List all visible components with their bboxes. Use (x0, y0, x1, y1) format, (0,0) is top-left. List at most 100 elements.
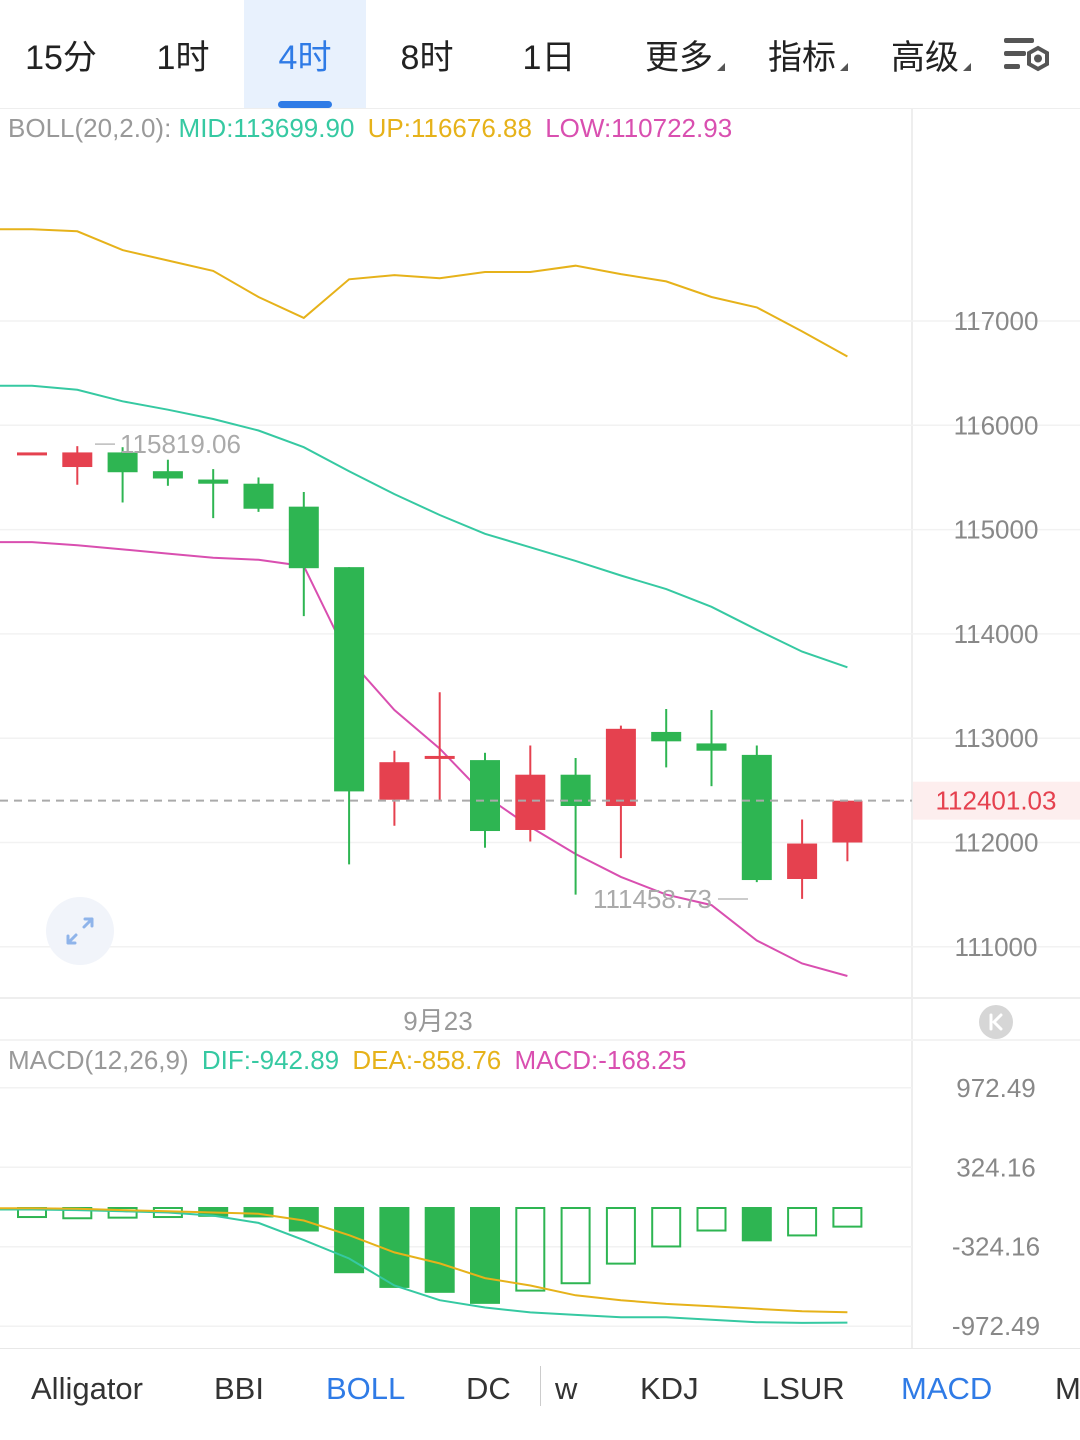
indicator-boll[interactable]: BOLL (326, 1371, 406, 1406)
indicator-dc[interactable]: DC (466, 1371, 511, 1406)
macd-bar-hollow (696, 1207, 727, 1232)
dropdown-corner-icon (717, 63, 725, 71)
macd-dif-line (0, 1208, 848, 1324)
macd-dea-line (0, 1207, 848, 1314)
candle-body-up (787, 843, 818, 880)
candle-body-up (379, 762, 410, 800)
candle-body-down (198, 479, 229, 484)
indicator-bbi[interactable]: BBI (214, 1371, 264, 1406)
tab-label: 15分 (25, 39, 97, 77)
boll-legend: BOLL(20,2.0): MID:113699.90 UP:116676.88… (8, 113, 738, 144)
tab-1d[interactable]: 1日 (488, 0, 610, 108)
price-axis-tick: 112000 (954, 828, 1039, 858)
high-marker-label: 115819.06 (120, 429, 241, 459)
macd-axis-tick: 972.49 (956, 1073, 1036, 1103)
tab-1h[interactable]: 1时 (122, 0, 244, 108)
fullscreen-button[interactable] (46, 897, 114, 965)
tab-15min[interactable]: 15分 (0, 0, 122, 108)
macd-bar-solid (741, 1207, 772, 1242)
indicator-lsur[interactable]: LSUR (762, 1371, 845, 1406)
tab-label: 指标 (768, 39, 836, 77)
boll-legend-name: BOLL(20,2.0): (8, 113, 172, 143)
double-chevron-left-icon (989, 1013, 1003, 1031)
tab-4h[interactable]: 4时 (244, 0, 366, 108)
macd-bar-solid (470, 1207, 500, 1304)
indicator-bar (0, 1348, 1080, 1440)
price-axis-tick: 116000 (954, 410, 1039, 440)
candle-body-up (832, 800, 863, 843)
candle-body-down (288, 506, 319, 569)
tab-label: 更多 (645, 39, 713, 77)
indicator-macd[interactable]: MACD (901, 1371, 993, 1406)
macd-bar-hollow (832, 1207, 863, 1228)
candle-body-up (17, 452, 47, 456)
macd-bar-hollow (560, 1207, 591, 1285)
tab-8h[interactable]: 8时 (366, 0, 488, 108)
last-price-label: 112401.03 (936, 786, 1057, 816)
macd-axis-tick: -972.49 (952, 1311, 1040, 1341)
indicator-w[interactable]: w (555, 1371, 578, 1406)
boll-legend-up: UP:116676.88 (367, 113, 532, 143)
macd-axis-tick: -324.16 (952, 1232, 1040, 1262)
macd-bar-solid (424, 1207, 455, 1293)
tab-label: 8时 (400, 39, 454, 77)
more-dropdown[interactable]: 更多 (625, 0, 745, 108)
macd-legend-name: MACD(12,26,9) (8, 1045, 189, 1075)
last-price-label-bg (913, 781, 1080, 820)
macd-axis-tick: 324.16 (956, 1152, 1036, 1182)
price-axis-tick: 111000 (955, 932, 1038, 962)
timeframe-tab-bar: 15分 1时 4时 8时 1日 更多 指标 高级 (0, 0, 1080, 109)
boll-legend-low: LOW:110722.93 (545, 113, 733, 143)
scroll-to-latest-button[interactable] (979, 1005, 1013, 1039)
expand-arrows-icon (66, 917, 94, 945)
tab-label: 1时 (156, 39, 210, 77)
macd-bar-hollow (605, 1207, 636, 1265)
candle-body-down (152, 471, 183, 479)
candle-body-down (334, 567, 365, 792)
macd-bar-solid (334, 1207, 365, 1274)
active-tab-indicator (278, 101, 332, 108)
candle-body-down (741, 754, 772, 881)
indicator-divider (540, 1366, 541, 1406)
macd-bar-hollow (787, 1207, 818, 1237)
candle-body-up (515, 774, 546, 830)
macd-bar-solid (379, 1207, 410, 1288)
dropdown-corner-icon (840, 63, 848, 71)
tab-label: 4时 (278, 39, 332, 77)
chart-settings-icon[interactable] (1000, 34, 1056, 82)
tab-label: 高级 (891, 39, 959, 77)
indicators-dropdown[interactable]: 指标 (748, 0, 868, 108)
macd-legend-value: MACD:-168.25 (514, 1045, 687, 1075)
price-axis-tick: 115000 (954, 515, 1039, 545)
macd-bar-hollow (651, 1207, 682, 1248)
boll-low-line (0, 541, 848, 977)
candle-body-up (605, 728, 636, 806)
candle-body-up (62, 452, 93, 468)
candle-body-down (243, 483, 274, 509)
macd-legend-dea: DEA:-858.76 (352, 1045, 502, 1075)
advanced-dropdown[interactable]: 高级 (871, 0, 991, 108)
indicator-kdj[interactable]: KDJ (640, 1371, 699, 1406)
macd-legend: MACD(12,26,9) DIF:-942.89 DEA:-858.76 MA… (8, 1045, 692, 1076)
macd-bar-hollow (515, 1207, 546, 1292)
low-marker-label: 111458.73 (593, 884, 712, 914)
price-axis-tick: 114000 (954, 619, 1039, 649)
boll-legend-mid: MID:113699.90 (178, 113, 355, 143)
candle-body-down (470, 760, 500, 832)
boll-up-line (0, 228, 848, 358)
candle-body-down (651, 731, 682, 742)
macd-legend-dif: DIF:-942.89 (201, 1045, 340, 1075)
time-axis-label: 9月23 (403, 1006, 472, 1036)
price-axis-tick: 117000 (954, 306, 1039, 336)
candle-body-up (424, 755, 455, 759)
indicator-m-partial[interactable]: M (1055, 1371, 1080, 1406)
indicator-alligator[interactable]: Alligator (31, 1371, 143, 1406)
candle-body-down (696, 743, 727, 751)
dropdown-corner-icon (963, 63, 971, 71)
price-axis-tick: 113000 (954, 723, 1039, 753)
boll-mid-line (0, 384, 848, 669)
candle-body-down (107, 452, 138, 473)
tab-label: 1日 (522, 39, 576, 77)
macd-bar-hollow (107, 1207, 138, 1219)
